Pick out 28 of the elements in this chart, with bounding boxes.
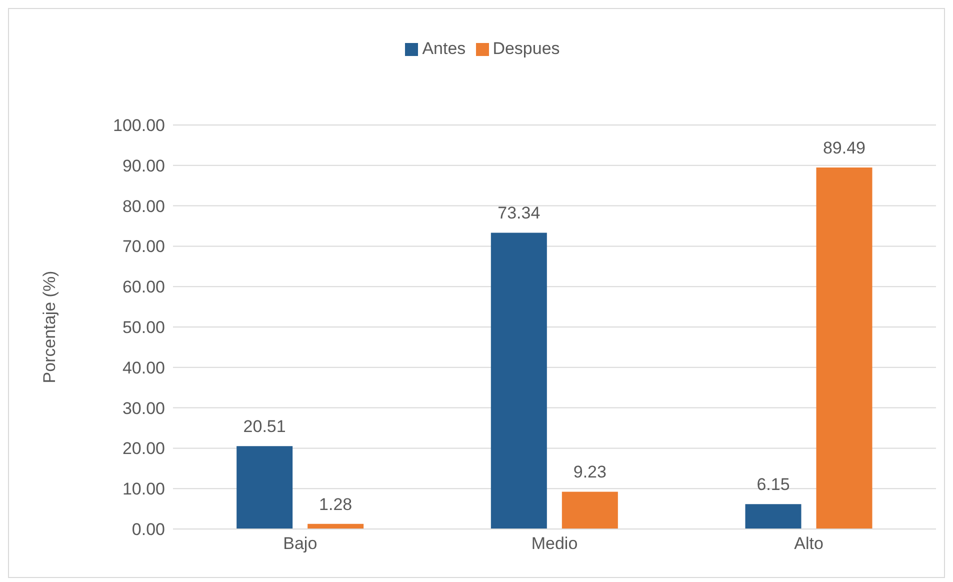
bar xyxy=(745,504,802,529)
y-tick-label: 40.00 xyxy=(122,358,165,378)
y-tick-label: 70.00 xyxy=(122,237,165,256)
y-tick-label: 90.00 xyxy=(122,156,165,176)
data-label: 73.34 xyxy=(498,204,540,223)
y-tick-label: 20.00 xyxy=(122,439,165,458)
bar xyxy=(490,232,547,529)
bar xyxy=(236,446,293,529)
y-tick-label: 50.00 xyxy=(122,318,165,338)
bar xyxy=(562,492,618,529)
y-tick-label: 30.00 xyxy=(122,398,165,418)
y-tick-label: 60.00 xyxy=(122,278,165,297)
y-axis-title: Porcentaje (%) xyxy=(40,270,60,384)
data-label: 1.28 xyxy=(319,494,352,514)
legend-label: Antes xyxy=(422,39,466,58)
y-tick-label: 0.00 xyxy=(132,520,165,540)
bar xyxy=(816,167,872,529)
legend-label: Despues xyxy=(492,39,560,58)
data-label: 20.51 xyxy=(243,417,286,436)
x-tick-label: Medio xyxy=(531,534,578,554)
data-label: 89.49 xyxy=(822,138,866,158)
x-tick-label: Alto xyxy=(794,534,824,554)
data-label: 9.23 xyxy=(573,462,606,482)
data-label: 6.15 xyxy=(756,475,790,494)
y-tick-label: 100.00 xyxy=(113,116,165,136)
y-tick-label: 10.00 xyxy=(122,480,165,499)
y-tick-label: 80.00 xyxy=(122,196,165,216)
x-tick-label: Bajo xyxy=(283,534,318,554)
